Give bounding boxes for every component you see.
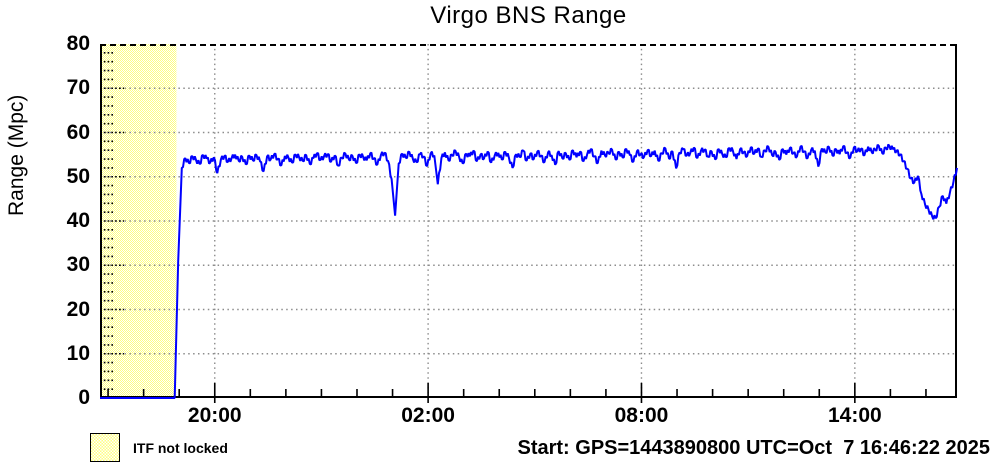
range-series-line bbox=[100, 143, 958, 399]
plot-area bbox=[100, 44, 958, 403]
y-tick-label-60: 60 bbox=[66, 120, 90, 144]
y-axis-title: Range (Mpc) bbox=[5, 94, 28, 216]
x-tick-label-08-00: 08:00 bbox=[614, 404, 669, 427]
legend-swatch-itf-not-locked bbox=[90, 433, 120, 462]
axis-ticks bbox=[100, 52, 927, 403]
y-tick-label-40: 40 bbox=[66, 209, 90, 232]
y-tick-label-50: 50 bbox=[66, 164, 90, 188]
y-tick-label-70: 70 bbox=[66, 76, 90, 100]
x-tick-label-02-00: 02:00 bbox=[401, 404, 455, 427]
chart-title: Virgo BNS Range bbox=[430, 2, 627, 29]
y-tick-label-20: 20 bbox=[66, 297, 90, 321]
y-tick-label-80: 80 bbox=[66, 32, 90, 55]
y-tick-label-0: 0 bbox=[78, 386, 90, 409]
y-tick-label-30: 30 bbox=[66, 253, 90, 277]
x-tick-label-20-00: 20:00 bbox=[187, 404, 242, 427]
start-time-annotation: Start: GPS=1443890800 UTC=Oct 7 16:46:22… bbox=[517, 437, 990, 459]
x-tick-label-14-00: 14:00 bbox=[827, 404, 882, 427]
legend-label: ITF not locked bbox=[133, 440, 228, 456]
plot-frame bbox=[100, 44, 957, 398]
gridlines bbox=[100, 44, 957, 398]
y-tick-label-10: 10 bbox=[66, 341, 90, 365]
